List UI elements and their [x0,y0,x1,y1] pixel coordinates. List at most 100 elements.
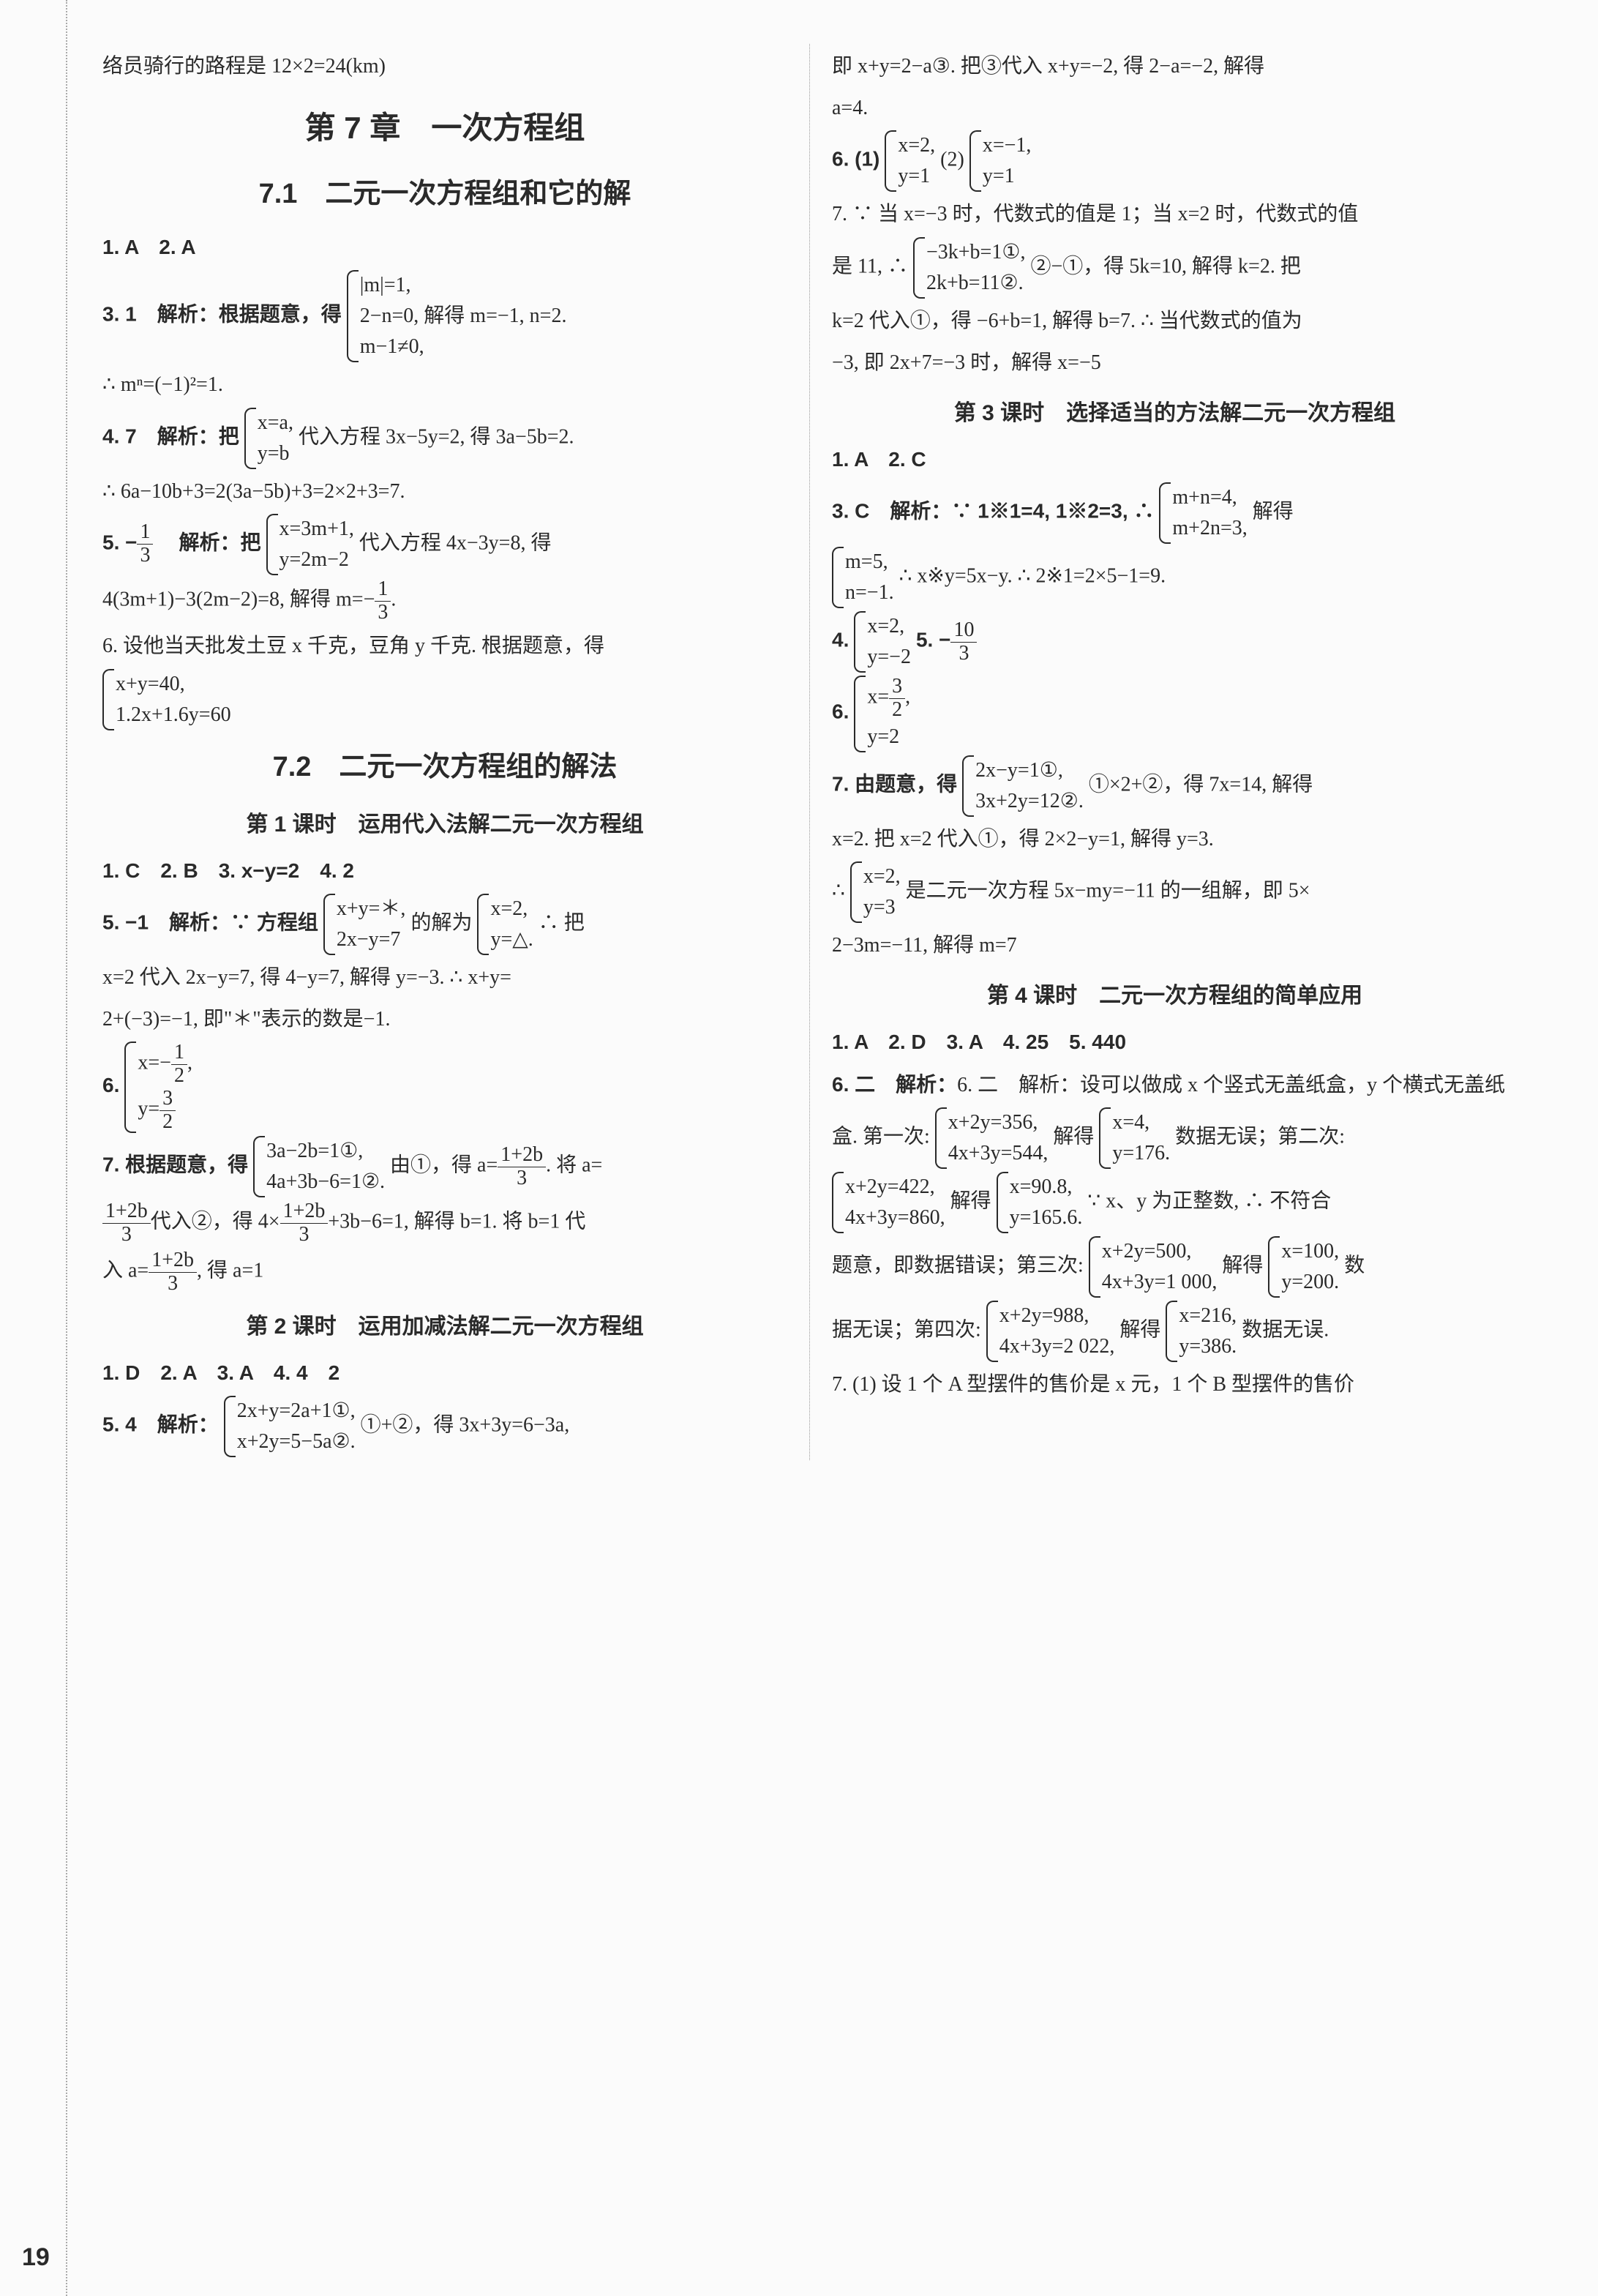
text-line: 4. 7 解析：把 x=a, y=b 代入方程 3x−5y=2, 得 3a−5b… [102,408,787,469]
text-line: 7. ∵ 当 x=−3 时，代数式的值是 1；当 x=2 时，代数式的值 [832,195,1518,233]
eq-line: x=100, [1281,1236,1339,1267]
equation-system: m=5, n=−1. [832,547,894,608]
eq-line: x=2, [490,894,533,924]
eq-line: x+2y=356, [948,1107,1049,1138]
text: ∴ 把 [539,911,585,934]
text: 解得 [1253,501,1294,523]
text: 解得 [1222,1254,1263,1277]
numerator: 1+2b [102,1200,151,1224]
eq-line: m=5, [845,547,894,577]
text-line: 络员骑行的路程是 12×2=24(km) [102,47,787,86]
eq-line: x=2, [867,611,911,642]
eq-line: x=90.8, [1010,1172,1083,1203]
label: 4. [832,629,849,651]
text: , [905,686,910,708]
text-line: 1+2b3代入②，得 4×1+2b3+3b−6=1, 解得 b=1. 将 b=1… [102,1200,787,1246]
eq-line: m+2n=3, [1172,513,1247,544]
text-line: 6. 设他当天批发土豆 x 千克，豆角 y 千克. 根据题意，得 [102,627,787,665]
equation-system: |m|=1, 2−n=0, 解得 m=−1, n=2. m−1≠0, [347,270,567,362]
text: (2) [940,149,964,171]
fraction: 32 [160,1088,176,1134]
equation-system: x=a, y=b [244,408,293,469]
fraction: 13 [137,521,153,567]
eq-line: x=216, [1179,1301,1237,1331]
text-line: ∴ x=2, y=3 是二元一次方程 5x−my=−11 的一组解，即 5× [832,861,1518,923]
right-column: 即 x+y=2−a③. 把③代入 x+y=−2, 得 2−a=−2, 解得 a=… [810,44,1539,1460]
eq-line: y=386. [1179,1331,1237,1362]
eq-line: x=2, [898,130,935,161]
answer-row: 1. A 2. A [102,236,196,258]
eq-line: x+2y=500, [1102,1236,1218,1267]
text: , 得 a=1 [197,1260,263,1282]
text-line: 题意，即数据错误；第三次: x+2y=500, 4x+3y=1 000, 解得 … [832,1236,1518,1298]
lesson-heading: 第 2 课时 运用加减法解二元一次方程组 [102,1306,787,1347]
text-line: 1. D 2. A 3. A 4. 4 2 [102,1353,787,1393]
section-heading: 7.2 二元一次方程组的解法 [102,741,787,793]
text: 代入方程 4x−3y=8, 得 [359,531,552,554]
text-line: k=2 代入①，得 −6+b=1, 解得 b=7. ∴ 当代数式的值为 [832,302,1518,340]
text: 代入②，得 4× [151,1211,280,1233]
text-line: 6. (1) x=2, y=1 (2) x=−1, y=1 [832,130,1518,192]
fraction: 1+2b3 [149,1249,197,1295]
fraction: 32 [889,676,905,722]
equation-system: x=−1, y=1 [969,130,1032,192]
text: 解得 [950,1190,991,1213]
answer-row: 1. A 2. C [832,448,926,471]
text-line: 6. x=32, y=2 [832,676,1518,752]
lesson-heading: 第 1 课时 运用代入法解二元一次方程组 [102,804,787,845]
label: 6. (1) [832,148,879,171]
numerator: 1+2b [498,1144,546,1167]
text: 入 a= [102,1260,149,1282]
text-line: 5. −13 解析：把 x=3m+1, y=2m−2 代入方程 4x−3y=8,… [102,514,787,575]
eq-line: y=2 [867,722,910,752]
text-line: 3. C 解析：∵ 1※1=4, 1※2=3, ∴ m+n=4, m+2n=3,… [832,482,1518,544]
text: +3b−6=1, 解得 b=1. 将 b=1 代 [328,1211,585,1233]
eq-line: −3k+b=1①, [926,237,1025,268]
fraction: 1+2b3 [498,1144,546,1190]
denominator: 2 [171,1065,187,1088]
fraction: 103 [950,619,977,665]
text-line: ∴ mⁿ=(−1)²=1. [102,365,787,404]
denominator: 3 [498,1167,546,1190]
lesson-heading: 第 4 课时 二元一次方程组的简单应用 [832,975,1518,1017]
eq-line: x+2y=422, [845,1172,945,1203]
eq-line: 2−n=0, 解得 m=−1, n=2. [360,301,567,332]
text-line: 7. (1) 设 1 个 A 型摆件的售价是 x 元，1 个 B 型摆件的售价 [832,1365,1518,1404]
numerator: 1 [375,578,391,602]
eq-line: y=1 [898,161,935,192]
eq-line: x+y=40, [116,669,231,700]
eq-line: 2x−y=7 [337,924,406,955]
text: , [187,1052,192,1074]
eq-line: 3a−2b=1①, [266,1136,385,1167]
eq-line: 2k+b=11②. [926,268,1025,299]
eq-line: |m|=1, [360,270,567,301]
denominator: 3 [149,1273,197,1295]
text-line: 据无误；第四次: x+2y=988, 4x+3y=2 022, 解得 x=216… [832,1301,1518,1362]
text-line: a=4. [832,89,1518,127]
equation-system: x=32, y=2 [854,676,910,752]
denominator: 3 [950,643,977,665]
text-line: 是 11, ∴ −3k+b=1①, 2k+b=11②. ②−①，得 5k=10,… [832,237,1518,299]
text-line: 2+(−3)=−1, 即"＊"表示的数是−1. [102,1000,787,1039]
text-line: x=2 代入 2x−y=7, 得 4−y=7, 解得 y=−3. ∴ x+y= [102,958,787,997]
label: 7. 根据题意，得 [102,1153,248,1176]
label: 6. 二 解析： [832,1073,957,1096]
text: ②−①，得 5k=10, 解得 k=2. 把 [1030,255,1300,277]
text-line: 3. 1 解析：根据题意，得 |m|=1, 2−n=0, 解得 m=−1, n=… [102,270,787,362]
eq-line: m+n=4, [1172,482,1247,513]
text: 6. 二 解析：设可以做成 x 个竖式无盖纸盒，y 个横式无盖纸 [957,1074,1505,1096]
fraction: 13 [375,578,391,624]
text: 数 [1344,1254,1365,1277]
denominator: 3 [375,602,391,624]
text: 解得 [1053,1126,1094,1148]
text-line: 即 x+y=2−a③. 把③代入 x+y=−2, 得 2−a=−2, 解得 [832,47,1518,86]
eq-line: 1.2x+1.6y=60 [116,700,231,730]
equation-system: x=90.8, y=165.6. [997,1172,1083,1233]
numerator: 1+2b [149,1249,197,1273]
eq-line: y=165.6. [1010,1203,1083,1233]
equation-system: −3k+b=1①, 2k+b=11②. [913,237,1025,299]
denominator: 3 [102,1224,151,1246]
text: y= [138,1098,160,1121]
text: . 将 a= [546,1154,602,1177]
text: 数据无误. [1242,1319,1329,1342]
